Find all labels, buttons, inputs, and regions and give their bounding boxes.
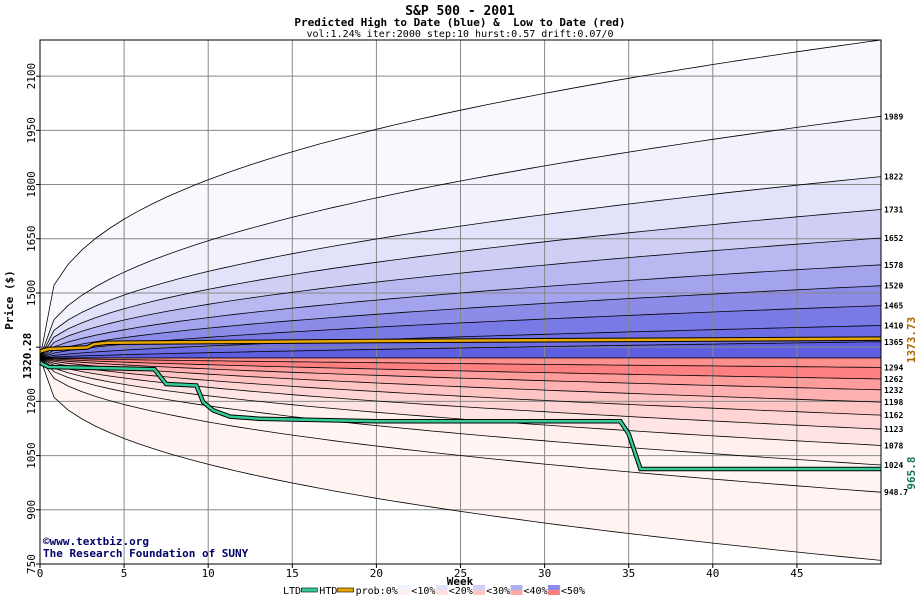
lower-band-label: 1024	[884, 461, 903, 470]
legend-swatch-upper	[473, 585, 486, 590]
band-value-labels: 1989 1822 1731 1652 1578 1520 1465 1410 1365 1294…	[884, 112, 908, 497]
x-tick-label: 35	[622, 567, 635, 580]
lower-contour	[39, 357, 882, 368]
y-tick-label: 1800	[25, 171, 38, 198]
y-tick-label: 900	[25, 500, 38, 520]
y-tick-label: 1200	[25, 388, 38, 415]
legend: LTD HTD prob:0% <10% <20% <30% <40% <50%	[283, 585, 585, 597]
legend-ltd-swatch	[300, 587, 318, 593]
upper-contour	[39, 305, 882, 359]
legend-item-label: <30%	[486, 586, 510, 597]
legend-swatch-upper	[435, 585, 448, 590]
y-tick-label: 2100	[25, 63, 38, 90]
series-lines	[38, 336, 882, 472]
legend-item-label: <20%	[449, 586, 473, 597]
upper-contour	[39, 209, 882, 359]
x-axis-label: Week	[447, 575, 474, 588]
watermark-url: ©www.textbiz.org	[43, 535, 149, 548]
lower-contour	[39, 357, 882, 416]
y-tick-label: 1050	[25, 442, 38, 469]
legend-swatch-lower	[398, 590, 411, 595]
legend-htd-swatch	[337, 587, 354, 593]
legend-item-label: <40%	[524, 586, 548, 597]
legend-swatch-lower	[547, 590, 560, 595]
y-tick-label: 1500	[25, 280, 38, 307]
legend-item-label: <50%	[561, 586, 585, 597]
chart-subtitle: Predicted High to Date (blue) & Low to D…	[294, 16, 625, 29]
lower-contour	[39, 357, 882, 380]
lower-band-label: 1232	[884, 386, 903, 395]
upper-contour	[39, 341, 882, 359]
legend-swatch-upper	[398, 585, 411, 590]
x-tick-label: 20	[370, 567, 383, 580]
y-tick-label: 1650	[25, 226, 38, 253]
legend-prob-label: prob:0%	[356, 586, 398, 597]
x-tick-label: 5	[121, 567, 128, 580]
legend-swatch-lower	[435, 590, 448, 595]
upper-band-label: 1465	[884, 302, 903, 311]
x-tick-label: 45	[790, 567, 803, 580]
legend-swatch-upper	[510, 585, 523, 590]
lower-contour	[39, 357, 882, 446]
lower-contour	[39, 357, 882, 403]
x-tick-label: 10	[202, 567, 215, 580]
lower-band-label: 1294	[884, 363, 903, 372]
lower-band-label: 1162	[884, 411, 903, 420]
upper-band-label: 1652	[884, 234, 903, 243]
lower-band-label: 948.7	[884, 488, 908, 497]
high-to-date-value: 1373.73	[905, 317, 918, 363]
lower-contour	[39, 357, 882, 391]
x-tick-label: 0	[37, 567, 44, 580]
upper-band-label: 1731	[884, 205, 903, 214]
upper-contour	[39, 264, 882, 359]
upper-band-label: 1578	[884, 261, 903, 270]
upper-contour	[39, 285, 882, 359]
upper-band-label: 1365	[884, 338, 903, 347]
low-to-date-value: 965.8	[905, 456, 918, 489]
lower-contour	[39, 357, 882, 493]
x-tick-label: 30	[538, 567, 551, 580]
upper-contour	[39, 115, 882, 359]
upper-contour	[39, 325, 882, 359]
upper-band-label: 1989	[884, 112, 903, 121]
lower-band-label: 1198	[884, 398, 903, 407]
upper-contour	[39, 176, 882, 359]
watermark-org: The Research Foundation of SUNY	[43, 547, 249, 560]
legend-swatch-lower	[510, 590, 523, 595]
upper-band-label: 1520	[884, 282, 903, 291]
x-tick-label: 25	[454, 567, 467, 580]
start-price-label: 1320.28	[21, 333, 34, 379]
x-tick-label: 40	[706, 567, 719, 580]
legend-swatch-lower	[473, 590, 486, 595]
ltd-line	[39, 361, 881, 471]
upper-contour	[39, 237, 882, 359]
chart-title: S&P 500 - 2001	[405, 4, 515, 19]
upper-contour	[39, 39, 882, 358]
lower-band-label: 1123	[884, 425, 903, 434]
band-contour-lines	[39, 39, 882, 561]
lower-band-label: 1078	[884, 441, 903, 450]
lower-band-label: 1262	[884, 375, 903, 384]
axis-ticks: 0 5 10 15 20 25 30 35 40 45 750 900 1050 1200 1500 1650…	[25, 63, 804, 580]
y-tick-label: 750	[25, 554, 38, 574]
y-axis-label: Price ($)	[3, 270, 16, 330]
x-tick-label: 15	[286, 567, 299, 580]
upper-band-label: 1410	[884, 321, 903, 330]
chart-params: vol:1.24% iter:2000 step:10 hurst:0.57 d…	[306, 29, 613, 40]
legend-item-label: <10%	[411, 586, 435, 597]
upper-band-label: 1822	[884, 173, 903, 182]
lower-contour	[39, 357, 882, 561]
legend-htd-label: HTD	[319, 586, 337, 597]
y-tick-label: 1950	[25, 117, 38, 144]
legend-ltd-label: LTD	[283, 586, 301, 597]
htd-line	[39, 337, 882, 353]
lower-contour	[39, 357, 882, 466]
legend-swatch-upper	[547, 585, 560, 590]
